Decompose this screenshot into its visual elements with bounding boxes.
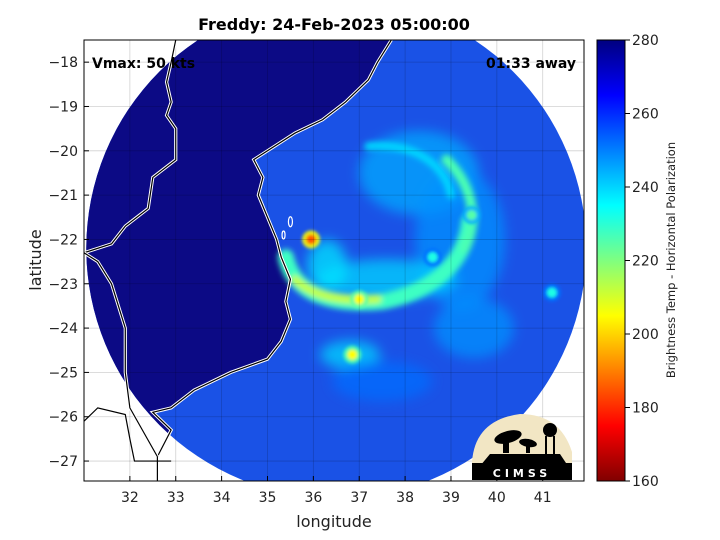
y-tick-label: −25 [48,365,78,381]
northern-band [364,141,455,200]
vmax-annotation: Vmax: 50 kts [92,56,195,72]
y-tick-label: −18 [48,55,78,71]
y-tick-label: −21 [48,188,78,204]
cell-core [546,287,557,298]
eswatini-border [84,407,172,462]
x-tick-label: 37 [350,490,368,506]
cimss-logo: CIMSS [472,414,572,480]
x-axis-label: longitude [296,512,371,531]
x-tick-label: 36 [304,490,322,506]
y-tick-label: −20 [48,144,78,160]
y-axis-label: latitude [26,229,45,290]
convective-cells [302,206,561,364]
haze-blob [307,240,348,293]
y-tick-label: −27 [48,454,78,470]
colorbar-tick-label: 240 [632,180,659,196]
haze-blob [332,361,433,402]
island [287,216,294,228]
outer-band [441,154,478,254]
x-tick-label: 39 [442,490,460,506]
coastline-inner [151,40,392,481]
x-tick-label: 32 [121,490,139,506]
cell-core [347,349,358,360]
border-inner [84,40,177,254]
time-away-annotation: 01:33 away [486,56,576,72]
border-south-inner [84,252,158,457]
cell-core [466,210,477,221]
x-tick-label: 34 [213,490,231,506]
grid [84,40,584,481]
colorbar-tick-label: 280 [632,33,659,49]
y-tick-label: −22 [48,232,78,248]
cell-core [427,252,438,263]
cimss-logo-text: CIMSS [493,467,551,480]
y-tick-label: −24 [48,321,78,337]
island [281,230,286,240]
colorbar-tick-label: 180 [632,401,659,417]
cell-core [354,294,365,305]
x-tick-label: 33 [167,490,185,506]
x-tick-label: 41 [534,490,552,506]
colorbar-tick-label: 200 [632,327,659,343]
y-tick-label: −19 [48,99,78,115]
colorbar-ticks: 280 260 240 220 200 180 160 [625,33,659,490]
x-tick-label: 40 [488,490,506,506]
colorbar-tick-label: 160 [632,474,659,490]
cell-core [306,234,317,245]
colorbar-label: Brightness Temp - Horizontal Polarizatio… [664,142,678,378]
y-tick-label: −26 [48,410,78,426]
coastline [84,40,393,481]
land-mass [86,40,392,481]
chart-title: Freddy: 24-Feb-2023 05:00:00 [198,15,470,34]
axis-ticks: 32 33 34 35 36 37 38 39 40 41 −18 −19 −20 −21 −22 −23 −2… [48,55,551,506]
colorbar-tick-label: 260 [632,107,659,123]
axes-frame [83,39,585,482]
haze-blob [433,298,514,359]
colorbar-tick-label: 220 [632,254,659,270]
x-tick-label: 35 [259,490,277,506]
y-tick-label: −23 [48,277,78,293]
colorbar [596,39,626,482]
x-tick-label: 38 [396,490,414,506]
